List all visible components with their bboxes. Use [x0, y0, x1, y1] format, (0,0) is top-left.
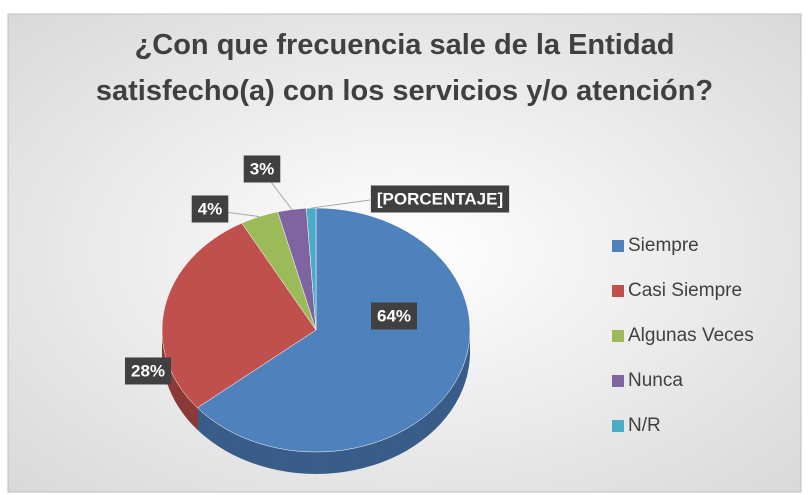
data-label: 64%	[377, 306, 411, 325]
legend-swatch	[612, 420, 624, 432]
data-label: 3%	[250, 159, 275, 178]
legend-label: N/R	[628, 415, 661, 436]
legend-label: Nunca	[628, 370, 683, 391]
data-label-box	[370, 302, 418, 330]
slice	[161, 222, 317, 409]
data-label-box	[370, 185, 510, 213]
legend-label: Algunas Veces	[628, 325, 754, 346]
legend-label: Casi Siempre	[628, 280, 742, 301]
data-label-box	[124, 357, 172, 385]
data-label: [PORCENTAJE]	[377, 189, 503, 208]
legend-label: Siempre	[628, 235, 699, 256]
chart-title: ¿Con que frecuencia sale de la Entidad s…	[95, 29, 714, 107]
data-label: 4%	[198, 199, 223, 218]
data-label-box	[243, 155, 281, 183]
leader-line	[311, 199, 371, 209]
data-label-box	[191, 195, 229, 223]
legend-swatch	[612, 240, 624, 252]
legend-swatch	[612, 375, 624, 387]
title-box: ¿Con que frecuencia sale de la Entidad s…	[0, 22, 809, 114]
legend-swatch	[612, 285, 624, 297]
data-label: 28%	[131, 361, 165, 380]
slice	[306, 207, 317, 331]
legend-swatch	[612, 330, 624, 342]
slice	[196, 207, 471, 453]
